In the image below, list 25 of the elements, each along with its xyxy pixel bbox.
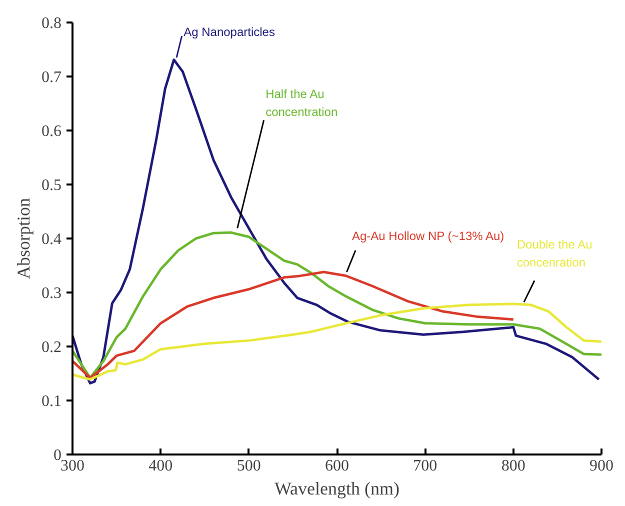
y-tick-label: 0.1 [42,393,62,410]
y-tick-label: 0.5 [42,177,62,194]
annotation: Half the Au concentration [266,86,338,119]
line-series [72,270,515,380]
y-tick-label: 0.6 [42,123,62,140]
annotation: Ag Nanoparticles [184,25,275,40]
x-tick-label: 600 [325,458,349,474]
x-tick-label: 800 [501,458,526,474]
y-tick-label: 0.8 [42,15,62,32]
x-tick-label: 500 [236,458,261,474]
x-tick-label: 700 [413,458,438,474]
x-tick-label: 300 [60,458,84,474]
line-series [72,302,602,381]
annotation: Double the Au concenration [516,237,592,270]
x-axis-title: Wavelength (nm) [274,478,400,498]
y-tick-label: 0.2 [42,339,62,356]
y-tick-label: 0.3 [42,285,62,302]
y-tick-label: 0 [54,447,62,464]
y-axis-title: Absorption [14,198,34,279]
x-tick-label: 900 [590,458,614,474]
annotation: Ag-Au Hollow NP (~13% Au) [352,228,504,243]
y-tick-label: 0.4 [42,231,62,248]
y-tick-label: 0.7 [42,69,62,86]
x-tick-label: 400 [148,458,173,474]
line-series [72,58,600,384]
